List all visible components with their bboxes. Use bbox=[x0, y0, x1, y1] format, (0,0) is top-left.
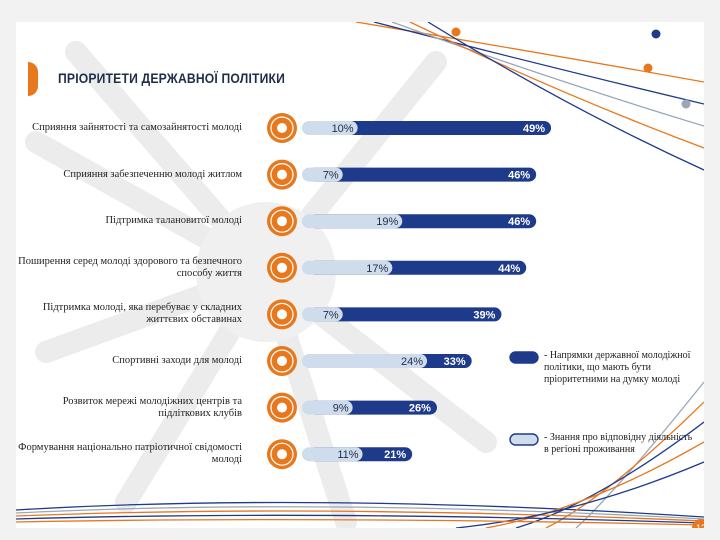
slide: ПРІОРИТЕТИ ДЕРЖАВНОЇ ПОЛІТИКИ 10% 49% 7% 46… bbox=[16, 22, 704, 528]
legend-text-awareness: - Знання про відповідну діяльність в рег… bbox=[544, 432, 693, 455]
legend-swatch-priority bbox=[509, 351, 539, 364]
icon-glyph bbox=[277, 123, 287, 133]
icon-ring bbox=[270, 396, 294, 420]
icon-glyph bbox=[277, 449, 287, 460]
data-label-awareness: 17% bbox=[366, 263, 388, 275]
data-label-awareness: 7% bbox=[323, 309, 339, 321]
icon-ring bbox=[270, 116, 294, 140]
category-label: Розвиток мережі молодіжних центрів та пі… bbox=[62, 395, 242, 419]
icon-ring bbox=[270, 163, 294, 187]
data-label-priority: 26% bbox=[409, 403, 431, 415]
icon-glyph bbox=[277, 309, 287, 320]
icon-glyph bbox=[277, 216, 287, 227]
bar-awareness bbox=[302, 121, 358, 135]
bar-awareness bbox=[302, 400, 353, 415]
icon-ring bbox=[270, 209, 294, 233]
bar-priority bbox=[308, 167, 537, 182]
icon-glyph bbox=[277, 356, 287, 366]
icon-ring bbox=[270, 302, 294, 326]
bar-awareness bbox=[302, 260, 393, 275]
data-label-priority: 21% bbox=[384, 449, 406, 461]
category-label: Сприяння забезпеченню молоді житлом bbox=[63, 168, 242, 180]
legend-text-priority: - Напрямки державної молодіжної політики… bbox=[544, 350, 691, 385]
swirl-lines bbox=[16, 22, 704, 528]
category-label: Підтримка молоді, яка перебуває у складн… bbox=[42, 302, 242, 326]
data-label-awareness: 19% bbox=[376, 216, 398, 228]
bar-priority bbox=[308, 307, 502, 322]
category-label: Сприяння зайнятості та самозайнятості мо… bbox=[32, 122, 242, 133]
data-label-priority: 49% bbox=[523, 123, 545, 135]
bar-awareness bbox=[302, 307, 343, 322]
bar-awareness bbox=[302, 354, 428, 368]
icon-glyph bbox=[277, 169, 287, 180]
category-label: Підтримка талановитої молоді bbox=[105, 215, 242, 227]
category-label: Поширення серед молоді здорового та безп… bbox=[18, 255, 242, 279]
bar-awareness bbox=[302, 447, 363, 462]
icon-glyph bbox=[277, 262, 287, 273]
data-label-awareness: 7% bbox=[323, 170, 339, 182]
priorities-chart: 10% 49% 7% 46% 19% 46% 17% 44% 7% 39% 24% 33% 9% 26% 1… bbox=[267, 113, 552, 470]
bar-awareness bbox=[302, 214, 403, 229]
data-label-priority: 39% bbox=[473, 309, 495, 321]
bar-awareness bbox=[302, 167, 343, 182]
icon-ring bbox=[270, 256, 294, 280]
data-label-awareness: 11% bbox=[337, 449, 358, 461]
legend-swatch-awareness bbox=[509, 433, 539, 446]
page-number: 12 bbox=[692, 519, 704, 528]
data-label-priority: 46% bbox=[508, 216, 530, 228]
category-label: Формування національно патріотичної свід… bbox=[18, 442, 242, 466]
page-title: ПРІОРИТЕТИ ДЕРЖАВНОЇ ПОЛІТИКИ bbox=[58, 71, 286, 86]
data-label-priority: 44% bbox=[498, 263, 520, 275]
title-marker bbox=[28, 62, 38, 96]
data-label-priority: 33% bbox=[444, 356, 466, 368]
data-label-awareness: 10% bbox=[332, 123, 354, 135]
bar-priority bbox=[308, 121, 552, 135]
data-label-awareness: 24% bbox=[401, 356, 423, 368]
icon-ring bbox=[270, 442, 294, 466]
icon-ring bbox=[270, 349, 294, 373]
category-label: Спортивні заходи для молоді bbox=[112, 355, 242, 366]
data-label-awareness: 9% bbox=[333, 403, 349, 415]
data-label-priority: 46% bbox=[508, 170, 530, 182]
icon-glyph bbox=[277, 402, 287, 413]
